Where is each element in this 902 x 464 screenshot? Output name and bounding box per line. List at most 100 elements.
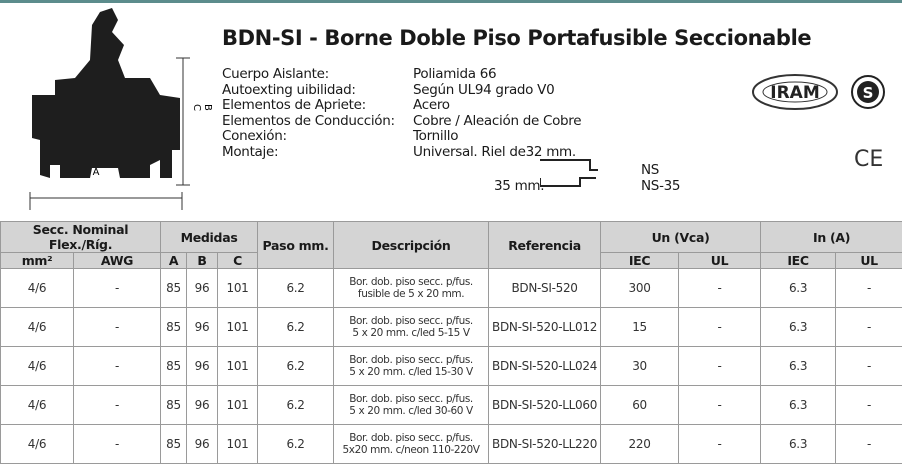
- data-cell: 85: [161, 308, 187, 347]
- description-cell: Bor. dob. piso secc. p/fus.fusible de 5 …: [334, 269, 489, 308]
- data-cell: -: [679, 386, 761, 425]
- header-cell: B: [187, 253, 218, 269]
- rail-label: 35 mm.: [494, 179, 544, 194]
- header-cell: mm²: [1, 253, 74, 269]
- header-cell: Secc. Nominal Flex./Ríg.: [1, 222, 161, 253]
- data-cell: BDN-SI-520-LL024: [489, 347, 601, 386]
- header-cell: Paso mm.: [258, 222, 334, 269]
- description-cell: Bor. dob. piso secc. p/fus.5 x 20 mm. c/…: [334, 386, 489, 425]
- rail-label: NS: [641, 163, 659, 178]
- data-cell: -: [74, 269, 161, 308]
- data-cell: 6.2: [258, 269, 334, 308]
- data-cell: -: [836, 269, 902, 308]
- spec-label: Elementos de Apriete:: [222, 98, 366, 113]
- description-cell: Bor. dob. piso secc. p/fus.5 x 20 mm. c/…: [334, 347, 489, 386]
- header-cell: AWG: [74, 253, 161, 269]
- spec-value: Según UL94 grado V0: [413, 83, 554, 98]
- iram-logo: IRAM: [770, 83, 820, 103]
- data-cell: 15: [601, 308, 679, 347]
- header-cell: In (A): [761, 222, 902, 253]
- description-line: fusible de 5 x 20 mm.: [334, 288, 488, 300]
- data-cell: 96: [187, 269, 218, 308]
- data-cell: -: [836, 425, 902, 464]
- data-cell: -: [679, 269, 761, 308]
- description-line: 5x20 mm. c/neon 110-220V: [334, 444, 488, 456]
- data-cell: 101: [218, 308, 258, 347]
- data-cell: 85: [161, 269, 187, 308]
- data-cell: -: [836, 308, 902, 347]
- data-cell: 96: [187, 425, 218, 464]
- header-cell: UL: [679, 253, 761, 269]
- description-line: 5 x 20 mm. c/led 30-60 V: [334, 405, 488, 417]
- data-cell: 85: [161, 425, 187, 464]
- data-cell: 4/6: [1, 347, 74, 386]
- data-cell: 101: [218, 386, 258, 425]
- data-cell: 101: [218, 347, 258, 386]
- header-cell: Medidas: [161, 222, 258, 253]
- data-cell: 6.3: [761, 386, 836, 425]
- data-cell: 85: [161, 386, 187, 425]
- data-cell: -: [679, 308, 761, 347]
- data-cell: 220: [601, 425, 679, 464]
- data-cell: 6.3: [761, 425, 836, 464]
- product-drawing: A B C: [0, 0, 220, 215]
- data-cell: -: [74, 308, 161, 347]
- rail-label: NS-35: [641, 179, 680, 194]
- header-cell: C: [218, 253, 258, 269]
- data-cell: 96: [187, 308, 218, 347]
- description-line: 5 x 20 mm. c/led 5-15 V: [334, 327, 488, 339]
- data-cell: -: [679, 347, 761, 386]
- data-cell: 300: [601, 269, 679, 308]
- data-cell: -: [74, 425, 161, 464]
- header-cell: UL: [836, 253, 902, 269]
- data-cell: -: [836, 347, 902, 386]
- description-line: Bor. dob. piso secc. p/fus.: [334, 276, 488, 288]
- spec-value: Acero: [413, 98, 450, 113]
- data-cell: 96: [187, 386, 218, 425]
- data-cell: 96: [187, 347, 218, 386]
- description-line: Bor. dob. piso secc. p/fus.: [334, 393, 488, 405]
- data-cell: 101: [218, 425, 258, 464]
- header-cell: IEC: [601, 253, 679, 269]
- data-cell: BDN-SI-520-LL012: [489, 308, 601, 347]
- spec-value: Poliamida 66: [413, 67, 496, 82]
- data-cell: 6.2: [258, 386, 334, 425]
- data-cell: 4/6: [1, 308, 74, 347]
- rail-icon: [540, 160, 598, 170]
- data-cell: 6.2: [258, 425, 334, 464]
- data-cell: 4/6: [1, 386, 74, 425]
- spec-label: Conexión:: [222, 129, 287, 144]
- header-cell: IEC: [761, 253, 836, 269]
- data-cell: 6.2: [258, 347, 334, 386]
- data-cell: -: [74, 347, 161, 386]
- data-cell: BDN-SI-520-LL220: [489, 425, 601, 464]
- data-cell: 4/6: [1, 269, 74, 308]
- data-cell: 6.3: [761, 347, 836, 386]
- data-cell: 101: [218, 269, 258, 308]
- dim-label: A: [93, 167, 100, 178]
- logos: IRAM S CE: [750, 70, 902, 180]
- data-cell: -: [836, 386, 902, 425]
- dim-label: C: [191, 104, 202, 111]
- data-cell: BDN-SI-520: [489, 269, 601, 308]
- description-cell: Bor. dob. piso secc. p/fus.5 x 20 mm. c/…: [334, 308, 489, 347]
- dim-label: B: [202, 104, 213, 111]
- spec-label: Autoexting uibilidad:: [222, 83, 356, 98]
- header-cell: A: [161, 253, 187, 269]
- description-cell: Bor. dob. piso secc. p/fus.5x20 mm. c/ne…: [334, 425, 489, 464]
- data-cell: 6.2: [258, 308, 334, 347]
- description-line: Bor. dob. piso secc. p/fus.: [334, 315, 488, 327]
- spec-label: Montaje:: [222, 145, 278, 160]
- data-cell: -: [679, 425, 761, 464]
- s-logo: S: [863, 84, 874, 102]
- header-cell: Un (Vca): [601, 222, 761, 253]
- data-cell: 60: [601, 386, 679, 425]
